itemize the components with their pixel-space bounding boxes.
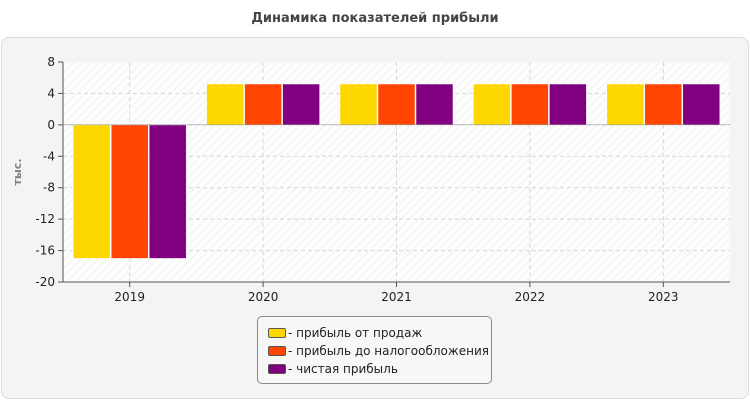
y-tick-label: -12 [35, 212, 55, 226]
y-tick-label: -4 [43, 149, 55, 163]
legend-swatch [268, 364, 286, 374]
y-tick-label: 4 [47, 86, 55, 100]
x-tick-label: 2021 [381, 290, 412, 304]
legend: - прибыль от продаж - прибыль до налогоо… [257, 316, 492, 384]
bar-2019-series-1 [110, 124, 149, 259]
tick-labels: 8 4 0 -4 -8 -12 -16 -20 2019 2020 2021 2022 2023 [35, 55, 678, 304]
chart-title: Динамика показателей прибыли [251, 11, 499, 26]
x-tick-label: 2022 [515, 290, 546, 304]
bar-2019-series-2 [148, 124, 187, 259]
legend-swatch [268, 346, 286, 356]
y-tick-label: -20 [35, 275, 55, 289]
bar-2021-series-2 [415, 83, 454, 126]
legend-label: - чистая прибыль [288, 362, 398, 376]
legend-item-pretax-profit: - прибыль до налогообложения [268, 343, 489, 359]
bar-2020-series-1 [244, 83, 282, 126]
legend-swatch [268, 328, 286, 338]
bar-2022-series-2 [549, 83, 587, 126]
bar-2019-series-0 [72, 124, 111, 259]
bar-2020-series-0 [206, 83, 244, 126]
x-tick-label: 2019 [114, 290, 145, 304]
bar-2022-series-0 [473, 83, 511, 126]
legend-item-sales-profit: - прибыль от продаж [268, 325, 422, 341]
y-axis-label: тыс. [11, 158, 24, 185]
legend-item-net-profit: - чистая прибыль [268, 361, 398, 377]
bar-2022-series-1 [511, 83, 549, 126]
bar-2021-series-1 [377, 83, 416, 126]
legend-label: - прибыль от продаж [288, 326, 423, 340]
y-tick-label: -8 [43, 181, 55, 195]
bar-2023-series-0 [606, 83, 645, 126]
bar-2023-series-1 [644, 83, 683, 126]
bar-2020-series-2 [282, 83, 320, 126]
y-tick-label: 0 [47, 118, 55, 132]
y-tick-label: 8 [47, 55, 55, 69]
y-tick-label: -16 [35, 244, 55, 258]
bar-2023-series-2 [682, 83, 721, 126]
bar-2021-series-0 [339, 83, 378, 126]
legend-label: - прибыль до налогообложения [288, 344, 489, 358]
axes [58, 61, 730, 287]
x-tick-label: 2020 [248, 290, 279, 304]
x-tick-label: 2023 [648, 290, 679, 304]
